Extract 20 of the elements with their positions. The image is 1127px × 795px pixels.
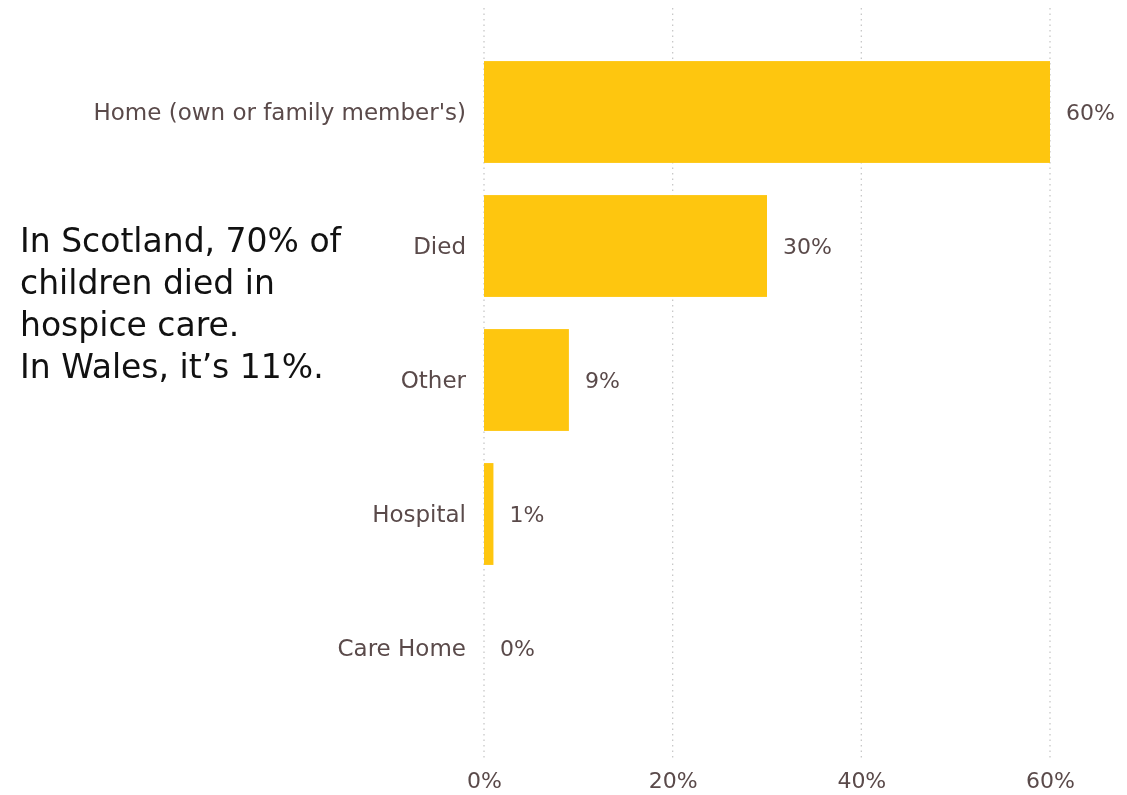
y-tick-label: Home (own or family member's) xyxy=(93,99,466,126)
y-tick-label: Care Home xyxy=(337,635,466,662)
x-tick-label: 60% xyxy=(1026,767,1075,793)
y-tick-label: Died xyxy=(413,233,466,260)
bar xyxy=(484,195,767,297)
bar xyxy=(484,329,569,431)
data-label: 1% xyxy=(509,501,545,527)
data-label: 9% xyxy=(584,367,620,393)
data-label: 0% xyxy=(500,635,535,661)
text: In Scotland, 70% of children died in hospice care. xyxy=(20,220,343,346)
bar xyxy=(484,61,1050,163)
x-tick-label: 40% xyxy=(837,767,887,793)
x-tick-label: 20% xyxy=(648,767,698,793)
data-label: 60% xyxy=(1066,99,1115,125)
bar xyxy=(484,463,494,565)
x-tick-label: 0% xyxy=(467,767,502,793)
y-tick-label: Other xyxy=(400,367,467,394)
data-label: 30% xyxy=(783,233,832,259)
y-tick-label: Hospital xyxy=(372,501,466,528)
text: In Wales, it’s 11%. xyxy=(20,346,325,388)
